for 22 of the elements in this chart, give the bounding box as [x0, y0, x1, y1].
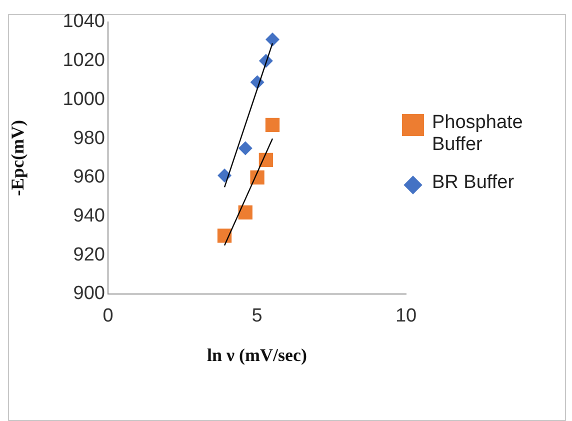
point	[217, 228, 232, 243]
y-tick-label: 1000	[62, 88, 105, 110]
point	[250, 170, 264, 184]
y-tick-label: 960	[73, 166, 105, 188]
point	[265, 118, 280, 132]
y-tick-label: 920	[73, 244, 105, 266]
y-tick-label: 900	[73, 283, 105, 304]
legend-label: BR Buffer	[432, 172, 516, 194]
y-tick-label: 940	[73, 206, 105, 227]
y-tick-label: 1040	[62, 11, 105, 32]
x-tick-label: 5	[252, 306, 262, 327]
point	[238, 141, 252, 156]
x-tick-label: 0	[102, 306, 114, 327]
point	[265, 32, 280, 46]
x-axis-title: ln ν (mV/sec)	[206, 344, 308, 365]
x-tick-label: 10	[395, 306, 417, 327]
point	[238, 205, 252, 220]
y-tick-label: 1020	[62, 50, 105, 72]
point	[218, 168, 232, 182]
y-tick-label: 980	[73, 128, 105, 149]
y-axis-title: -Epc(mV)	[7, 120, 28, 196]
legend-label: Phosphate Buffer	[432, 112, 524, 156]
